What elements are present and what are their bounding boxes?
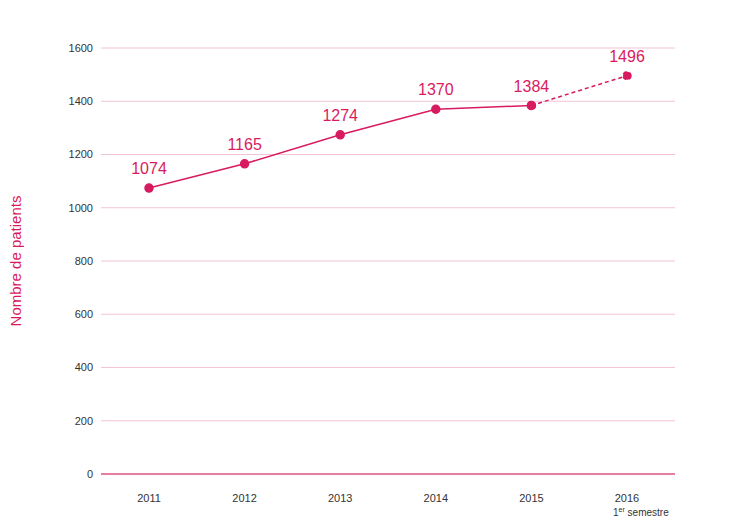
svg-text:2014: 2014	[424, 492, 448, 504]
svg-text:2012: 2012	[232, 492, 256, 504]
svg-text:1600: 1600	[69, 42, 93, 54]
svg-text:1165: 1165	[227, 136, 262, 153]
svg-text:1496: 1496	[609, 48, 645, 65]
svg-text:200: 200	[75, 415, 93, 427]
svg-text:2013: 2013	[328, 492, 352, 504]
svg-text:1200: 1200	[69, 148, 93, 160]
svg-text:2015: 2015	[519, 492, 543, 504]
svg-text:2011: 2011	[137, 492, 161, 504]
svg-text:400: 400	[75, 361, 93, 373]
svg-text:1274: 1274	[322, 107, 358, 124]
svg-text:Nombre de patients: Nombre de patients	[8, 196, 24, 327]
svg-text:1370: 1370	[418, 81, 454, 98]
svg-text:1400: 1400	[69, 95, 93, 107]
svg-text:1074: 1074	[131, 160, 167, 177]
svg-text:600: 600	[75, 308, 93, 320]
svg-text:1384: 1384	[514, 78, 550, 95]
svg-text:2016: 2016	[615, 492, 639, 504]
svg-text:1000: 1000	[69, 202, 93, 214]
svg-text:0: 0	[87, 468, 93, 480]
svg-text:1er semestre: 1er semestre	[613, 506, 669, 518]
svg-text:800: 800	[75, 255, 93, 267]
